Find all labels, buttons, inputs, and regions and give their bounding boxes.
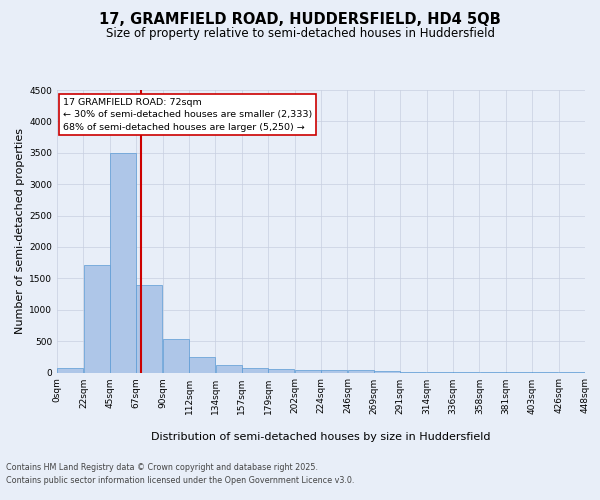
Text: Contains public sector information licensed under the Open Government Licence v3: Contains public sector information licen… <box>6 476 355 485</box>
Bar <box>136 285 163 372</box>
Bar <box>242 368 268 372</box>
Bar <box>321 370 347 372</box>
Bar <box>347 370 374 372</box>
Bar <box>57 368 83 372</box>
Text: 17 GRAMFIELD ROAD: 72sqm
← 30% of semi-detached houses are smaller (2,333)
68% o: 17 GRAMFIELD ROAD: 72sqm ← 30% of semi-d… <box>63 98 312 132</box>
Bar <box>215 365 242 372</box>
Y-axis label: Number of semi-detached properties: Number of semi-detached properties <box>15 128 25 334</box>
Bar <box>189 358 215 372</box>
Text: Contains HM Land Registry data © Crown copyright and database right 2025.: Contains HM Land Registry data © Crown c… <box>6 462 318 471</box>
Bar <box>163 339 189 372</box>
Bar <box>295 370 321 372</box>
Text: Size of property relative to semi-detached houses in Huddersfield: Size of property relative to semi-detach… <box>106 28 494 40</box>
Text: 17, GRAMFIELD ROAD, HUDDERSFIELD, HD4 5QB: 17, GRAMFIELD ROAD, HUDDERSFIELD, HD4 5Q… <box>99 12 501 28</box>
Bar <box>374 371 400 372</box>
Bar <box>268 370 295 372</box>
Text: Distribution of semi-detached houses by size in Huddersfield: Distribution of semi-detached houses by … <box>151 432 491 442</box>
Bar <box>83 264 110 372</box>
Bar <box>110 153 136 372</box>
